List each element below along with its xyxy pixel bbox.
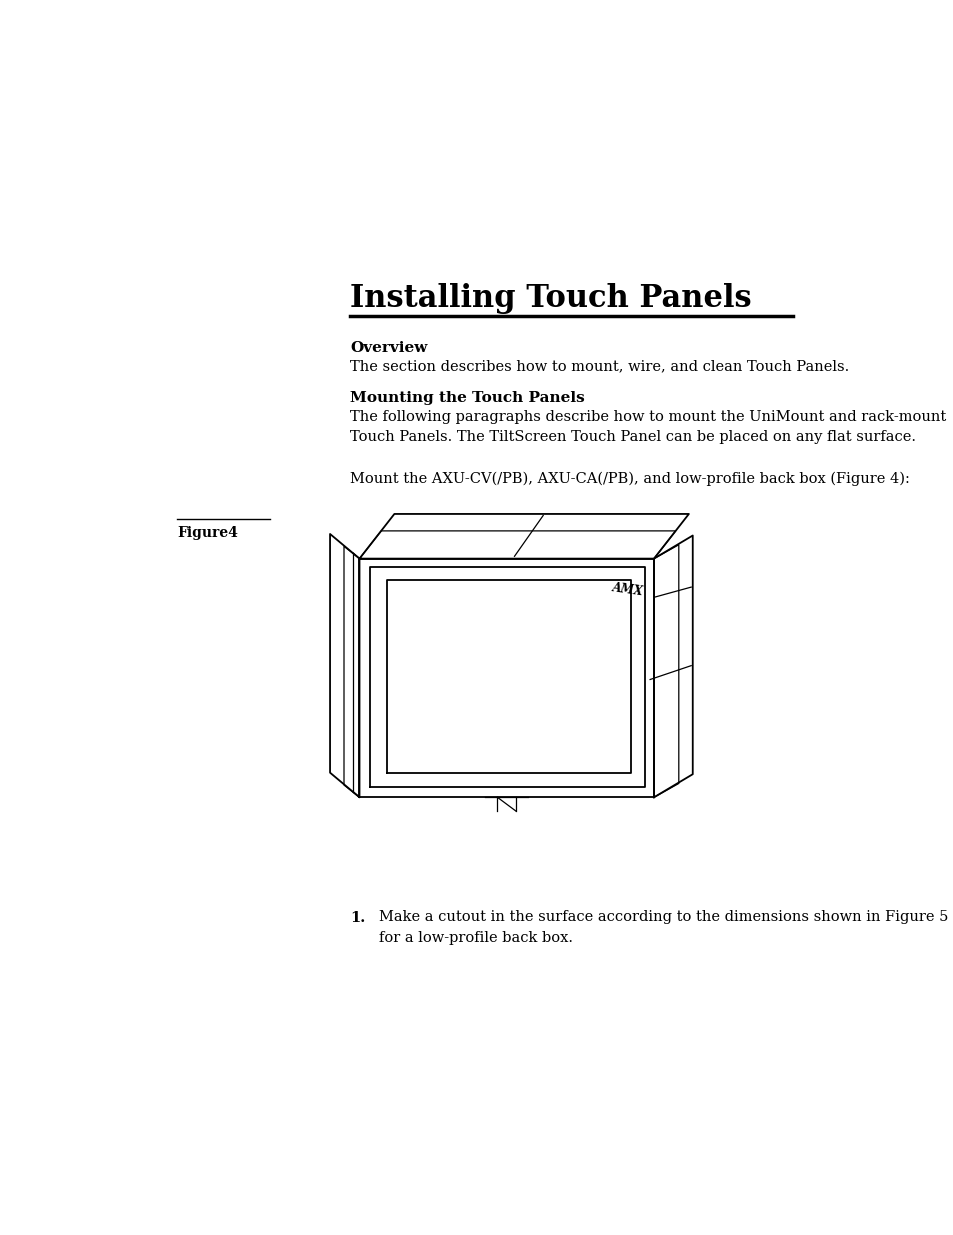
Text: 1.: 1. — [350, 910, 365, 925]
Text: Figure4: Figure4 — [177, 526, 238, 540]
Text: AMX: AMX — [611, 580, 643, 598]
Text: Make a cutout in the surface according to the dimensions shown in Figure 5
for a: Make a cutout in the surface according t… — [378, 910, 947, 945]
Text: The section describes how to mount, wire, and clean Touch Panels.: The section describes how to mount, wire… — [350, 359, 848, 373]
Text: Installing Touch Panels: Installing Touch Panels — [350, 283, 751, 314]
Text: Mounting the Touch Panels: Mounting the Touch Panels — [350, 390, 584, 405]
Text: Mount the AXU-CV(/PB), AXU-CA(/PB), and low-profile back box (Figure 4):: Mount the AXU-CV(/PB), AXU-CA(/PB), and … — [350, 472, 909, 487]
Text: The following paragraphs describe how to mount the UniMount and rack-mount
Touch: The following paragraphs describe how to… — [350, 410, 945, 445]
Text: Overview: Overview — [350, 341, 427, 354]
